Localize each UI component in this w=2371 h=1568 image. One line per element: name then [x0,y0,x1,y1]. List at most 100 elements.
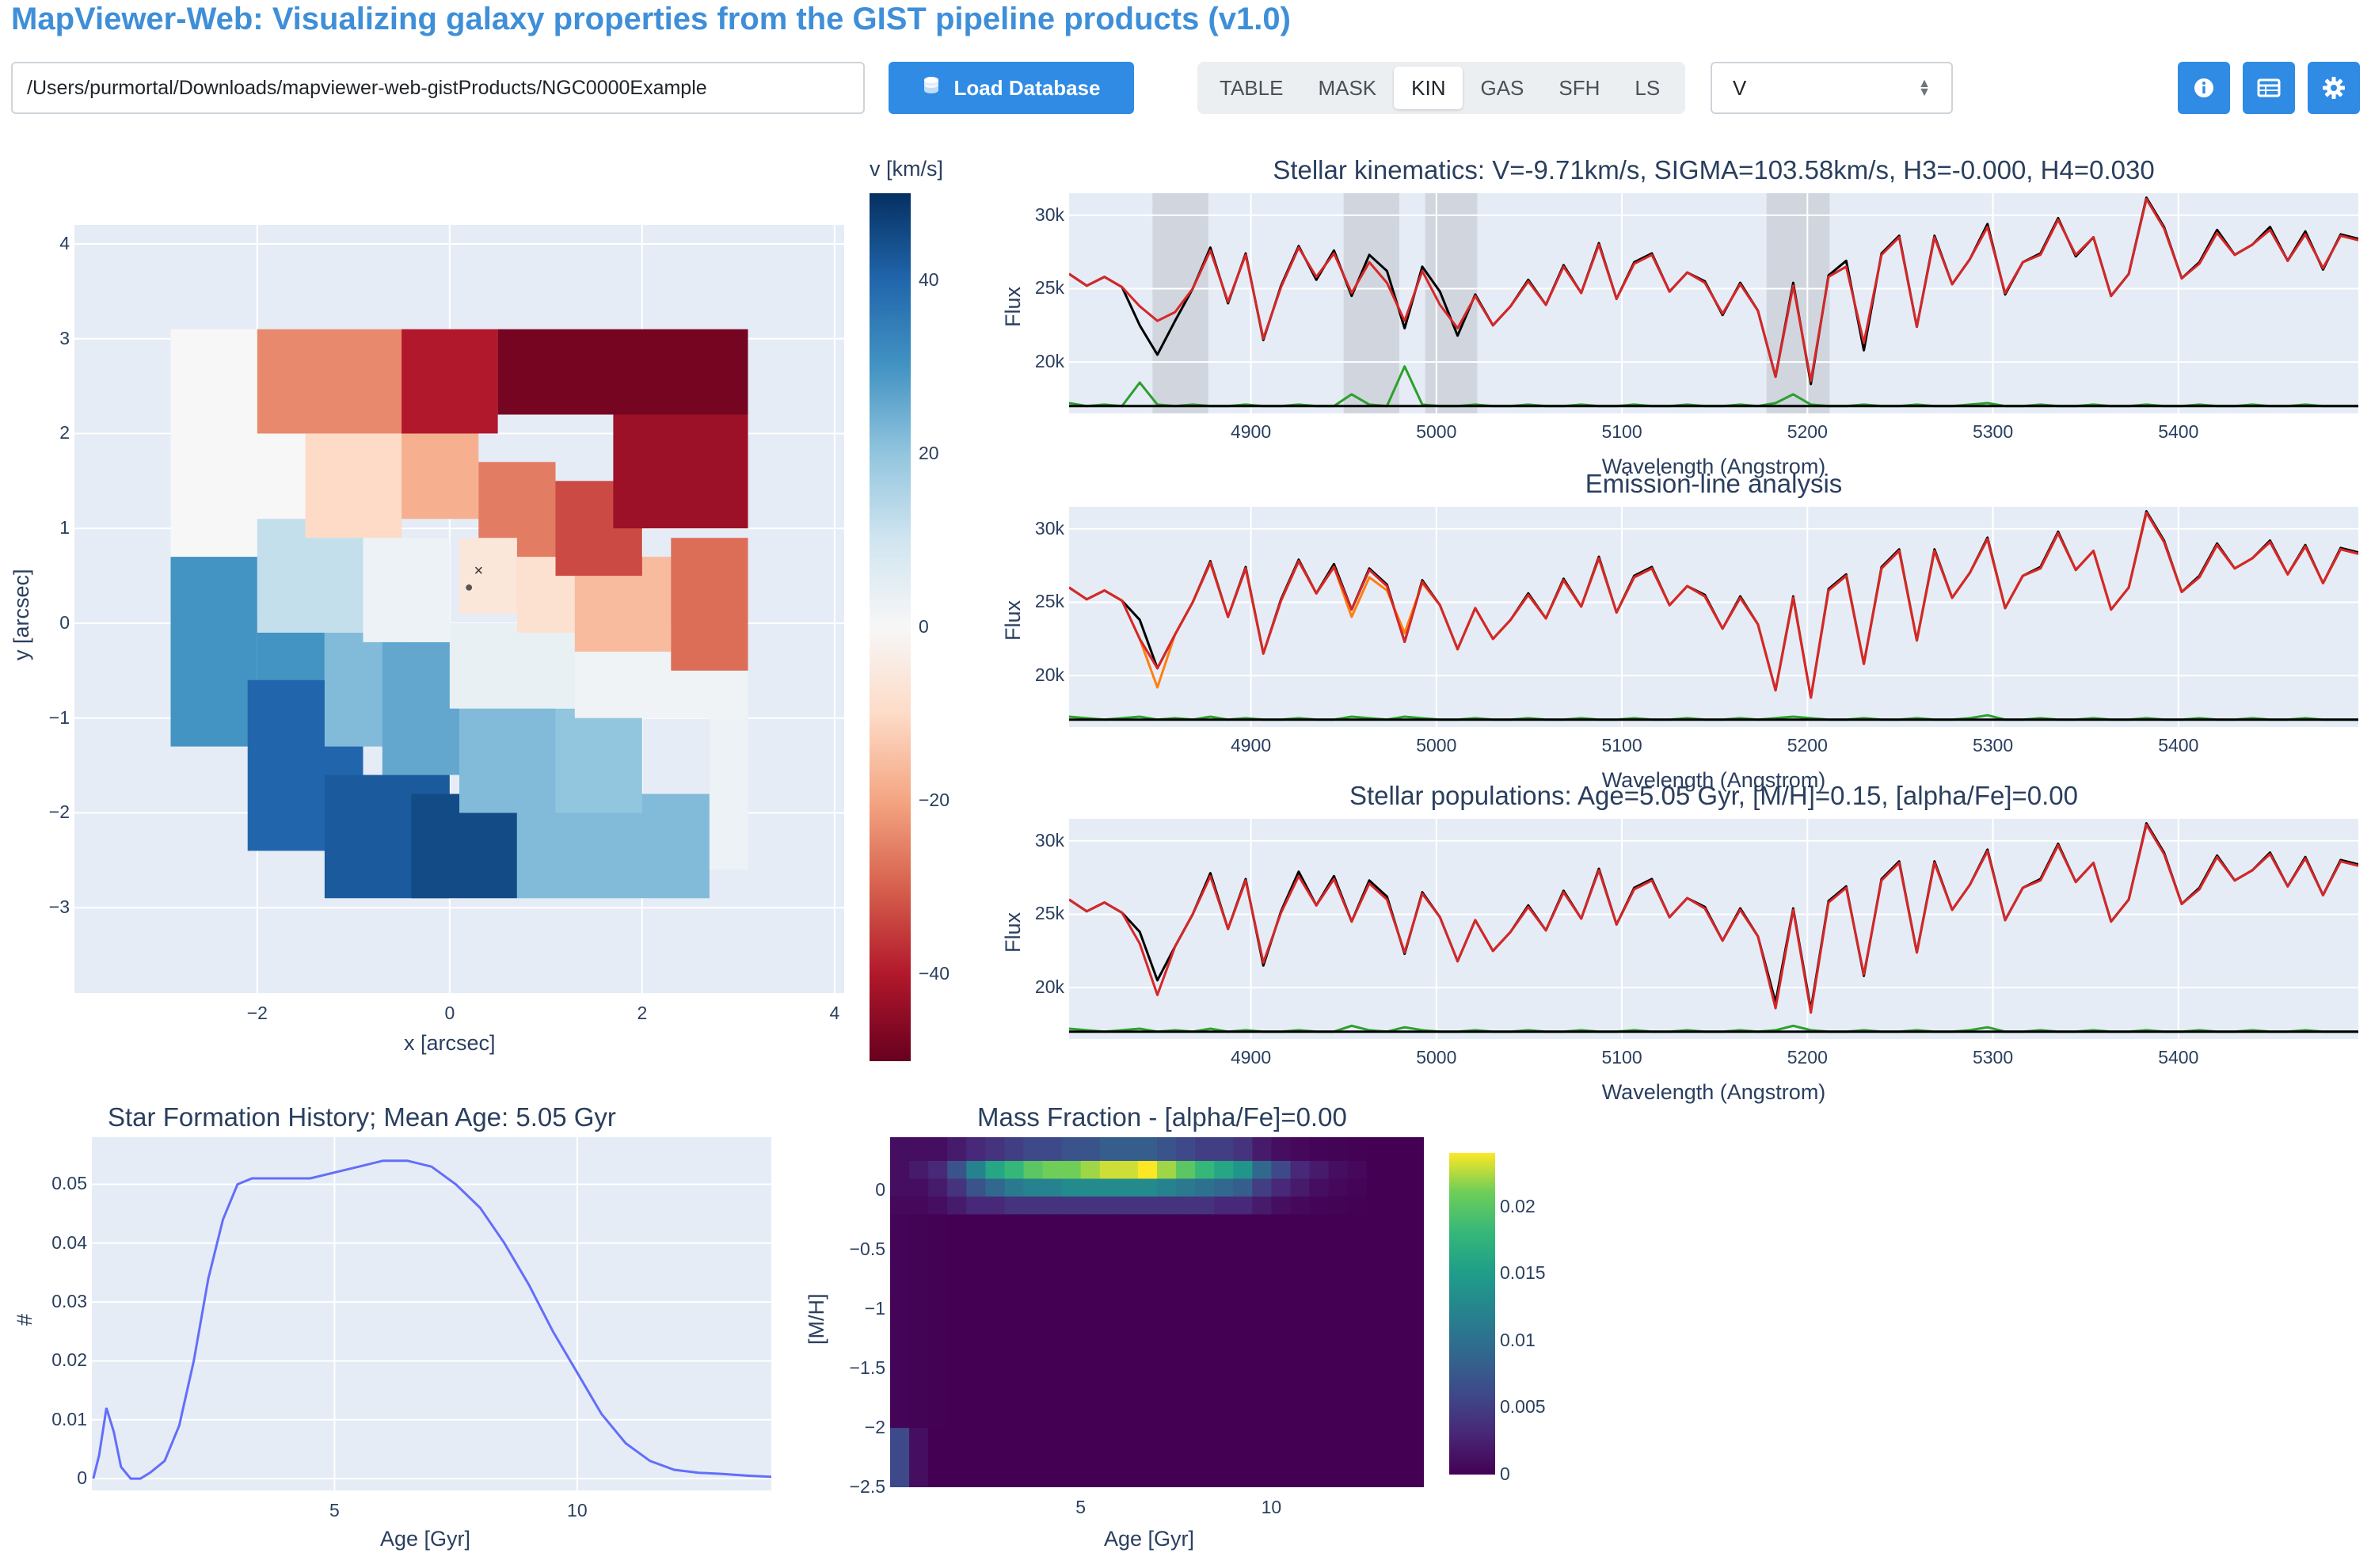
sfh-y-axis-title: # [13,1313,36,1326]
voronoi-bin[interactable] [170,557,257,747]
mass-fraction-cell [1195,1178,1215,1197]
database-path-input[interactable] [11,62,865,114]
spectrum-x-tick: 5400 [2158,421,2199,442]
voronoi-bin[interactable] [305,433,402,539]
mass-fraction-cell [909,1160,929,1179]
info-button[interactable] [2178,62,2230,114]
mass-fraction-cell [1252,1428,1272,1487]
table-view-button[interactable] [2243,62,2295,114]
voronoi-bin[interactable] [555,708,642,813]
tab-sfh[interactable]: SFH [1558,75,1600,100]
voronoi-bin[interactable] [402,433,479,519]
voronoi-bin[interactable] [613,414,748,529]
map-colorbar-tick: −20 [919,790,950,811]
spectrum-plot[interactable] [1069,819,2358,1039]
mass-fraction-cell [966,1178,986,1197]
spectrum-x-tick: 5200 [1787,421,1828,442]
mass-fraction-cell [1404,1178,1424,1197]
spectrum-plot[interactable] [1069,507,2358,727]
voronoi-bin[interactable] [257,329,412,434]
mass-fraction-cell [1157,1178,1177,1197]
spectrum-series-line [1069,511,2358,699]
spectrum-series-line [1069,197,2358,382]
map-y-tick: −3 [48,896,70,918]
mass-fraction-cell [909,1428,929,1487]
mass-fraction-cell [1233,1160,1253,1179]
mass-fraction-cell [1176,1178,1196,1197]
voronoi-bin[interactable] [497,329,748,415]
voronoi-bin[interactable] [363,538,450,642]
mass-fraction-colorbar [1449,1153,1495,1475]
spectrum-y-tick: 20k [1034,351,1064,372]
map-y-tick: −1 [48,706,70,728]
mass-fraction-cell [1385,1160,1406,1179]
voronoi-bin[interactable] [402,329,498,434]
mass-fraction-cell [1385,1214,1406,1429]
mass-fraction-cell [890,1160,910,1179]
mass-fraction-cell [1366,1178,1387,1197]
settings-button[interactable] [2308,62,2360,114]
mass-fraction-cell [1176,1214,1196,1429]
mass-fraction-cell [1309,1178,1330,1197]
mass-fraction-cell [1233,1137,1253,1162]
mass-fraction-cell [1366,1137,1387,1162]
tab-kin[interactable]: KIN [1394,67,1463,109]
masked-region [1425,193,1478,413]
mass-fraction-cell [1252,1214,1272,1429]
mass-fraction-cell [1157,1214,1177,1429]
mass-fraction-cell [1061,1137,1082,1162]
spectrum-x-tick: 5100 [1601,1047,1642,1068]
spectrum-y-tick: 30k [1034,829,1064,851]
mass-fraction-cell [1271,1137,1291,1162]
load-database-button[interactable]: Load Database [889,62,1134,114]
mass-fraction-cell [947,1137,967,1162]
velocity-map-plot[interactable]: ×● [74,225,844,993]
voronoi-bin[interactable] [459,538,517,614]
tab-ls[interactable]: LS [1635,75,1661,100]
tab-table[interactable]: TABLE [1220,75,1284,100]
spectrum-y-axis-title: Flux [1001,911,1025,953]
spectrum-plot[interactable] [1069,193,2358,413]
mass-fraction-cell [1214,1428,1234,1487]
spectrum-y-tick: 20k [1034,976,1064,998]
voronoi-bin[interactable] [382,641,459,775]
mass-fraction-cell [1080,1178,1101,1197]
sfh-plot[interactable] [92,1137,771,1490]
mf-colorbar-tick: 0.015 [1500,1262,1546,1284]
spectrum-x-axis-title: Wavelength (Angstrom) [1601,768,1826,792]
mass-fraction-cell [1080,1196,1101,1215]
mass-fraction-cell [1404,1137,1424,1162]
mass-fraction-cell [1004,1196,1024,1215]
mass-fraction-cell [909,1214,929,1429]
variable-select[interactable]: V ▲ ▼ [1711,62,1953,114]
center-marker: ● [465,579,474,595]
tab-mask[interactable]: MASK [1318,75,1377,100]
mass-fraction-cell [1233,1178,1253,1197]
mass-fraction-cell [1347,1196,1368,1215]
mass-fraction-cell [1118,1137,1139,1162]
spectrum-x-tick: 4900 [1230,1047,1272,1068]
mass-fraction-cell [928,1196,948,1215]
mass-fraction-cell [1214,1196,1234,1215]
voronoi-bin[interactable] [671,538,748,671]
mf-x-tick: 5 [1075,1497,1087,1517]
mass-fraction-cell [1176,1160,1196,1179]
mass-fraction-cell [1023,1178,1044,1197]
mass-fraction-cell [1233,1196,1253,1215]
spectrum-x-tick: 5200 [1787,1047,1828,1068]
mass-fraction-cell [966,1196,986,1215]
mass-fraction-cell [1023,1160,1044,1179]
tab-gas[interactable]: GAS [1480,75,1524,100]
mass-fraction-cell [1061,1178,1082,1197]
mass-fraction-heatmap[interactable] [890,1137,1424,1487]
info-icon [2194,78,2213,97]
map-colorbar-tick: 40 [919,268,939,290]
sfh-y-tick: 0.04 [51,1231,87,1253]
mass-fraction-cell [1290,1428,1311,1487]
voronoi-bin[interactable] [449,622,575,709]
masked-region [1343,193,1399,413]
mass-fraction-cell [1290,1214,1311,1429]
mass-fraction-cell [1004,1428,1024,1487]
mass-fraction-cell [1004,1178,1024,1197]
mass-fraction-cell [1271,1428,1291,1487]
